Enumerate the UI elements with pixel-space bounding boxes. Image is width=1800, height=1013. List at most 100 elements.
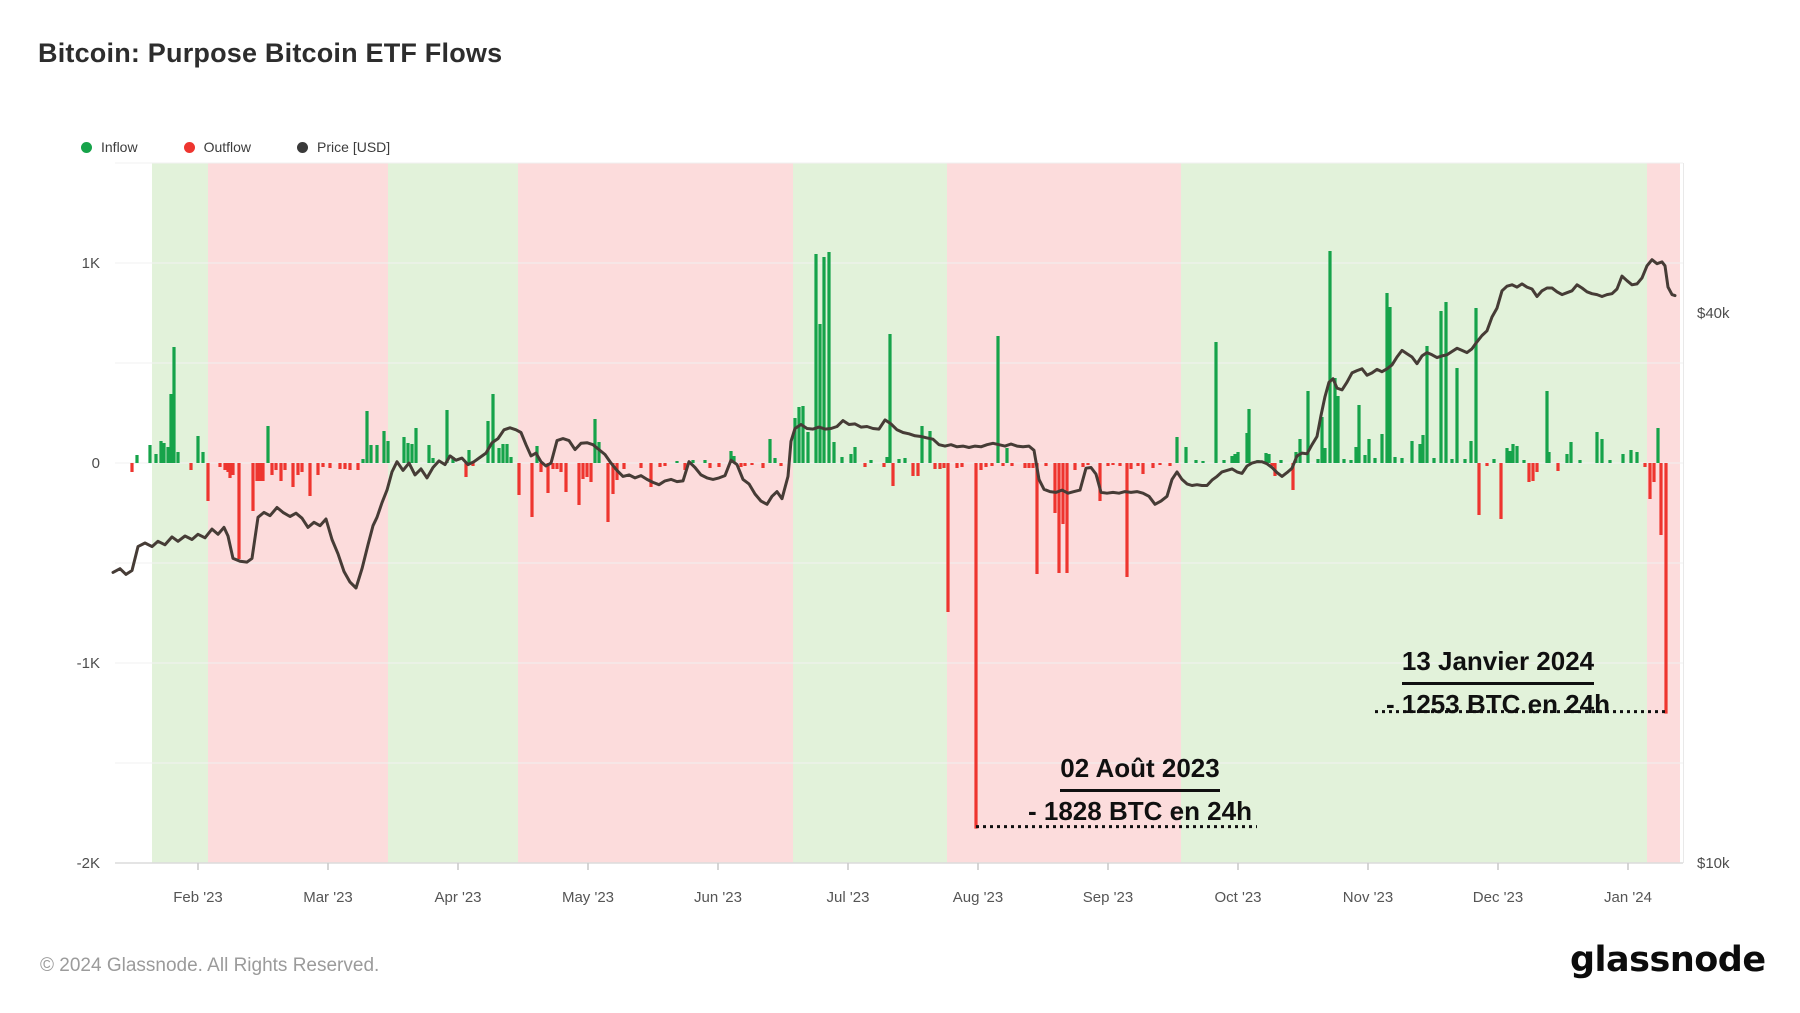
inflow-bar (729, 451, 733, 463)
inflow-bar (1005, 448, 1009, 463)
inflow-bar (166, 447, 170, 463)
inflow-bar (501, 444, 505, 463)
inflow-bar (375, 445, 379, 463)
inflow-bar (1569, 442, 1573, 463)
x-axis-label: Mar '23 (303, 889, 353, 906)
month-bands (152, 163, 1680, 863)
inflow-bar (1357, 405, 1361, 463)
outflow-bar (1168, 463, 1172, 466)
inflow-bar (1511, 444, 1515, 463)
outflow-bar (942, 463, 946, 468)
inflow-bar (1349, 460, 1353, 463)
inflow-bar (814, 254, 818, 463)
outflow-bar (300, 463, 304, 472)
inflow-bar (467, 450, 471, 463)
outflow-bar (1086, 463, 1090, 465)
inflow-bar (1418, 444, 1422, 463)
inflow-bar (445, 410, 449, 463)
y-axis-left-label: -1K (77, 655, 100, 672)
outflow-bar (555, 463, 559, 469)
outflow-bar (1129, 463, 1133, 469)
inflow-bar (1380, 434, 1384, 463)
x-axis-label: Jan '24 (1604, 889, 1652, 906)
inflow-bar (903, 458, 907, 463)
outflow-bar (1057, 463, 1061, 573)
inflow-bar (266, 426, 270, 463)
outflow-bar (979, 463, 983, 470)
outflow-bar (218, 463, 222, 467)
outflow-bar (708, 463, 712, 468)
inflow-bar (1432, 458, 1436, 463)
inflow-bar (818, 324, 822, 463)
outflow-bar (1106, 463, 1110, 466)
outflow-bar (338, 463, 342, 469)
inflow-bar (1236, 452, 1240, 463)
outflow-bar (1291, 463, 1295, 490)
outflow-bar (1023, 463, 1027, 468)
inflow-bar (1175, 437, 1179, 463)
price-line (111, 258, 1677, 590)
outflow-bar (717, 463, 721, 467)
outflow-bar (1065, 463, 1069, 573)
inflow-bar (1323, 448, 1327, 463)
outflow-bar (1035, 463, 1039, 574)
inflow-bar (832, 442, 836, 463)
outflow-bar (1081, 463, 1085, 467)
inflow-bar (176, 452, 180, 463)
inflow-bar (1279, 460, 1283, 463)
glassnode-logo[interactable]: glassnode (1570, 940, 1766, 980)
legend-item-price[interactable]: Price [USD] (297, 139, 390, 155)
inflow-bar (1545, 391, 1549, 463)
inflow-bar (1214, 342, 1218, 463)
x-axis-label: Sep '23 (1083, 889, 1133, 906)
outflow-bar (1527, 463, 1531, 482)
outflow-bar (1531, 463, 1535, 481)
outflow-bar (471, 463, 475, 466)
inflow-bar (1463, 459, 1467, 463)
outflow-bar (1001, 463, 1005, 466)
inflow-bar (801, 406, 805, 463)
inflow-bar (1621, 454, 1625, 463)
inflow-bar (1469, 441, 1473, 463)
inflow-bar (1455, 368, 1459, 463)
y-axis-left-label: 0 (92, 455, 100, 472)
outflow-bar (863, 463, 867, 467)
inflow-bar (382, 431, 386, 463)
inflow-bar (1595, 432, 1599, 463)
outflow-bar (891, 463, 895, 486)
inflow-bar (853, 447, 857, 463)
legend-item-inflow[interactable]: Inflow (81, 139, 138, 155)
inflow-bar (1656, 428, 1660, 463)
inflow-bar (361, 459, 365, 463)
inflow-bar (703, 460, 707, 463)
legend: Inflow Outflow Price [USD] (81, 139, 390, 155)
flow-bars (130, 251, 1668, 829)
inflow-bar (154, 454, 158, 463)
inflow-bar (1373, 458, 1377, 463)
outflow-bar (316, 463, 320, 475)
inflow-bar (486, 421, 490, 463)
inflow-bar (1194, 460, 1198, 463)
outflow-bar (1136, 463, 1140, 466)
inflow-bar (1342, 459, 1346, 463)
inflow-bar (369, 445, 373, 463)
inflow-bar (1508, 451, 1512, 463)
inflow-bar (1629, 450, 1633, 463)
inflow-bar (1578, 460, 1582, 463)
inflow-bar (196, 436, 200, 463)
inflow-bar (1320, 417, 1324, 463)
inflow-bar (691, 460, 695, 463)
inflow-bar (1421, 435, 1425, 463)
legend-label-outflow: Outflow (203, 139, 252, 155)
outflow-bar (585, 463, 589, 477)
page-title: Bitcoin: Purpose Bitcoin ETF Flows (38, 38, 503, 68)
legend-item-outflow[interactable]: Outflow (183, 139, 252, 155)
inflow-bar (849, 454, 853, 463)
outflow-bar (530, 463, 534, 517)
inflow-bar (897, 459, 901, 463)
inflow-bar (1233, 454, 1237, 463)
inflow-bar (1230, 456, 1234, 463)
outflow-bar (739, 463, 743, 467)
outflow-bar (1125, 463, 1129, 577)
outflow-bar (611, 463, 615, 494)
